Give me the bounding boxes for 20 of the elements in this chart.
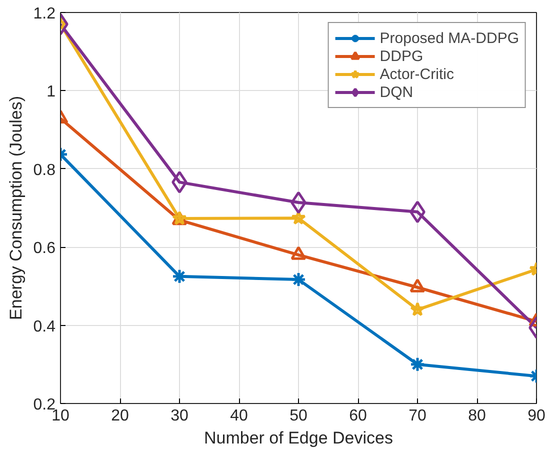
x-tick-label: 70 (408, 408, 426, 424)
y-tick-label: 0.8 (33, 162, 56, 179)
y-tick-label: 0.4 (33, 318, 56, 336)
y-tick-label: 0.6 (33, 240, 56, 258)
x-tick-label: 90 (528, 408, 546, 424)
y-axis-title: Energy Consumption (Joules) (6, 96, 26, 320)
legend-label: DDPG (380, 47, 424, 65)
x-tick-label: 10 (52, 408, 70, 424)
x-tick-label: 50 (290, 408, 308, 424)
x-tick-label: 20 (111, 408, 129, 424)
x-tick-label: 40 (230, 408, 248, 424)
x-tick-label: 80 (468, 408, 486, 424)
x-tick-label: 30 (170, 408, 188, 424)
x-axis-title: Number of Edge Devices (204, 428, 393, 448)
y-tick-label: 1.2 (33, 6, 56, 22)
x-tick-label: 60 (349, 408, 367, 424)
legend-label: Proposed MA-DDPG (380, 29, 519, 47)
legend-label: Actor-Critic (380, 65, 454, 83)
y-tick-label: 1 (46, 84, 56, 101)
legend-label: DQN (380, 83, 414, 101)
